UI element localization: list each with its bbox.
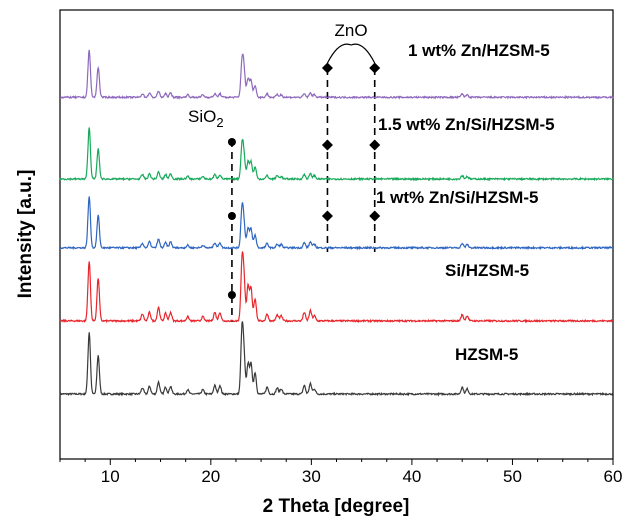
series-line-0 [59,321,614,397]
sio2-label: SiO2 [188,107,224,130]
zno-diamond-marker [321,210,333,222]
series-label-4: 1 wt% Zn/HZSM-5 [408,41,550,60]
zno-diamond-marker [321,139,333,151]
annotation-labels: ZnO SiO2 [188,21,368,130]
series-label-1: Si/HZSM-5 [445,261,529,280]
x-tick-label: 60 [604,467,623,486]
y-axis-title: Intensity [a.u.] [15,170,36,299]
series-line-1 [59,251,614,324]
zno-diamond-marker [369,139,381,151]
x-tick-label: 50 [503,467,522,486]
x-tick-label: 20 [201,467,220,486]
sio2-circle-marker [227,212,236,220]
series-label-3: 1.5 wt% Zn/Si/HZSM-5 [378,115,555,134]
zno-diamond-marker [321,62,333,74]
plot-frame [59,9,614,460]
x-tick-label: 40 [402,467,421,486]
series-line-3 [59,127,614,182]
series-label-0: HZSM-5 [455,345,518,364]
zno-diamond-marker [369,210,381,222]
series-line-4 [60,49,614,100]
sio2-circle-marker [227,291,236,299]
x-axis-ticks: 10 20 30 40 50 60 [59,459,623,486]
zno-diamond-marker [369,62,381,74]
series-labels: HZSM-5 Si/HZSM-5 1 wt% Zn/Si/HZSM-5 1.5 wt%… [376,41,555,364]
phase-markers [227,43,381,299]
sio2-circle-marker [227,138,236,146]
zno-bracket [326,43,376,64]
series-label-2: 1 wt% Zn/Si/HZSM-5 [376,188,538,207]
x-tick-label: 30 [302,467,321,486]
series-group [59,49,614,397]
x-tick-label: 10 [101,467,120,486]
x-axis-title: 2 Theta [degree] [263,496,410,517]
reference-lines [231,68,376,322]
series-line-2 [59,196,613,251]
sio2-subscript: 2 [216,115,223,130]
zno-label: ZnO [335,21,368,40]
